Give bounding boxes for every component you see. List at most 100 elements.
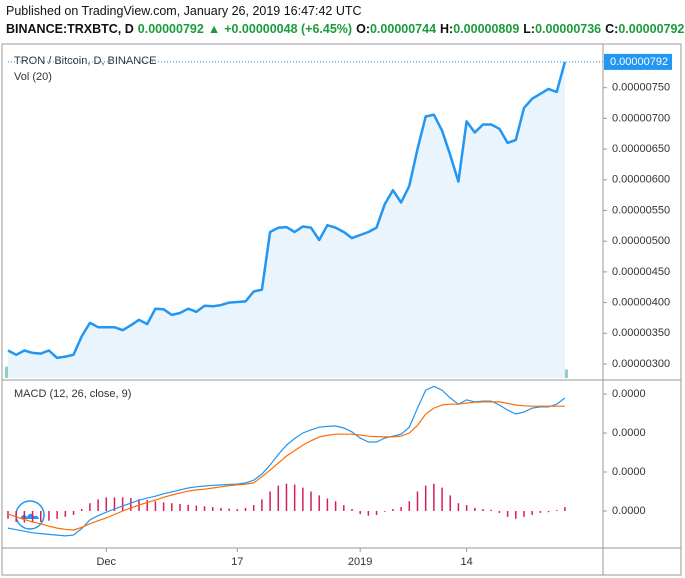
last-price-label: 0.00000792: [610, 56, 668, 68]
histogram-bar: [433, 483, 435, 511]
histogram-bar: [383, 510, 386, 512]
histogram-bar: [146, 500, 148, 511]
x-tick-label: 14: [461, 556, 473, 568]
y-tick-label: 0.0000: [612, 466, 646, 478]
symbol: BINANCE:TRXBTC, D: [6, 22, 134, 36]
y-tick-label: 0.00000300: [612, 358, 670, 370]
histogram-bar: [474, 507, 476, 511]
histogram-bar: [89, 503, 91, 511]
high-label: H:: [440, 22, 454, 36]
open-value: 0.00000744: [369, 22, 437, 36]
x-tick-label: Dec: [96, 556, 116, 568]
histogram-bar: [72, 510, 75, 515]
histogram-bar: [547, 510, 550, 513]
volume-title: Vol (20): [14, 71, 52, 83]
histogram-bar: [318, 495, 320, 511]
histogram-bar: [400, 507, 402, 511]
histogram-bar: [162, 502, 165, 511]
price-line: [7, 61, 567, 360]
histogram-bar: [121, 497, 124, 511]
histogram-bar: [408, 501, 411, 511]
change-arrow: ▲: [207, 22, 221, 36]
frame: [1, 43, 682, 576]
histogram-bar: [449, 495, 452, 511]
histogram-bar: [416, 491, 419, 511]
logo: [15, 500, 45, 530]
x-tick-label: 2019: [348, 556, 372, 568]
histogram-bar: [310, 491, 312, 511]
histogram-bar: [212, 507, 214, 511]
histogram-bar: [555, 510, 558, 511]
y-tick-label: 0.00000550: [612, 204, 670, 216]
histogram-bar: [375, 510, 378, 515]
histogram-bar: [343, 505, 345, 511]
histogram-bar: [154, 501, 157, 511]
macd-title: MACD (12, 26, close, 9): [14, 388, 131, 400]
histogram-bar: [334, 501, 337, 511]
y-tick-label: 0.0000: [612, 388, 646, 400]
y-tick-label: 0.00000750: [612, 82, 670, 94]
histogram-bar: [506, 510, 509, 517]
low-label: L:: [523, 22, 536, 36]
histogram-bar: [498, 510, 501, 513]
close-value: 0.00000792: [618, 22, 685, 36]
histogram-bar: [203, 506, 206, 511]
histogram-bar: [277, 485, 280, 511]
close-label: C:: [605, 22, 619, 36]
y-tick-label: 0.0000: [612, 427, 646, 439]
histogram-bar: [113, 497, 116, 511]
histogram-bar: [359, 510, 361, 515]
histogram-bar: [261, 499, 263, 511]
histogram-bar: [367, 510, 370, 516]
y-tick-label: 0.00000700: [612, 112, 670, 124]
header-published: Published on TradingView.com, January 26…: [6, 4, 366, 18]
volume-bar: [561, 369, 568, 378]
histogram-bar: [64, 510, 67, 517]
high-value: 0.00000809: [453, 22, 520, 36]
histogram-bar: [220, 507, 222, 511]
histogram-bar: [482, 509, 484, 511]
histogram-bar: [285, 483, 288, 511]
histogram-bar: [523, 510, 525, 517]
last-price-tag: [604, 53, 672, 70]
histogram-bar: [302, 487, 304, 511]
histogram-bar: [179, 503, 181, 511]
histogram-bar: [97, 499, 99, 511]
published-text: Published on TradingView.com, January 26…: [6, 4, 362, 18]
x-tick-label: 17: [231, 556, 243, 568]
histogram-bar: [515, 510, 517, 519]
histogram-bar: [31, 510, 34, 523]
y-tick-label: 0.0000: [612, 505, 646, 517]
histogram-bar: [7, 510, 9, 519]
histogram-bar: [195, 505, 198, 511]
histogram-bar: [351, 509, 353, 511]
histogram-bar: [490, 509, 492, 511]
low-value: 0.00000736: [535, 22, 602, 36]
histogram-bar: [130, 498, 132, 511]
histogram-bar: [105, 497, 108, 511]
histogram-bar: [441, 487, 443, 511]
open-label: O:: [356, 22, 370, 36]
pane-title: TRON / Bitcoin, D, BINANCE: [14, 55, 156, 67]
histogram-bar: [23, 510, 26, 523]
histogram-bar: [269, 491, 271, 511]
histogram-bar: [252, 505, 255, 511]
histogram-bar: [236, 509, 239, 511]
histogram-bar: [531, 510, 533, 515]
histogram-bar: [56, 510, 58, 519]
y-tick-label: 0.00000400: [612, 297, 670, 309]
y-tick-label: 0.00000650: [612, 143, 670, 155]
histogram-bar: [564, 507, 566, 511]
histogram-bar: [187, 504, 189, 511]
header-quote: BINANCE:TRXBTC, D 0.00000792 ▲ +0.00000048 …: [6, 22, 685, 36]
macd-line: [7, 401, 565, 531]
y-tick-label: 0.00000500: [612, 235, 670, 247]
histogram-bar: [48, 510, 50, 521]
histogram-bar: [80, 509, 83, 511]
histogram-bar: [293, 484, 296, 511]
histogram-bar: [171, 503, 173, 511]
histogram-bar: [228, 508, 230, 511]
histogram-bar: [326, 498, 329, 511]
histogram-bar: [465, 505, 468, 511]
